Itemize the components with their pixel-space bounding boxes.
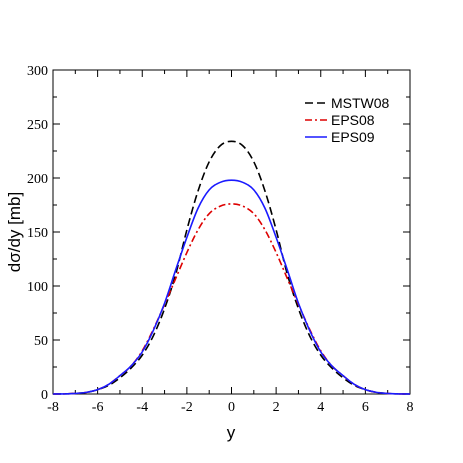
y-tick-label: 50	[34, 334, 48, 349]
legend-label-eps09: EPS09	[331, 129, 375, 145]
series-line-eps09	[52, 179, 411, 395]
y-tick-label: 250	[27, 118, 48, 133]
x-tick-label: 2	[273, 400, 280, 415]
legend-label-mstw08: MSTW08	[331, 95, 390, 111]
y-tick-label: 0	[41, 388, 48, 403]
series-lines	[52, 140, 411, 395]
x-tick-label: -6	[92, 400, 104, 415]
x-tick-label: 0	[228, 400, 235, 415]
series-line-eps08	[52, 203, 411, 395]
y-tick-label: 200	[27, 172, 48, 187]
series-line-mstw08	[52, 140, 411, 395]
y-tick-label: 300	[27, 64, 48, 79]
legend-label-eps08: EPS08	[331, 112, 375, 128]
x-tick-label: 4	[317, 400, 324, 415]
x-tick-label: -4	[136, 400, 148, 415]
y-axis-label: dσ/dy [mb]	[5, 192, 24, 272]
axis-ticks: -8 -6 -4 -2 0 2 4 6 8 0 50 100 150 200 250 300	[27, 64, 414, 415]
x-tick-label: 6	[362, 400, 369, 415]
y-tick-label: 150	[27, 226, 48, 241]
x-tick-label: 8	[407, 400, 414, 415]
x-axis-label: y	[227, 423, 236, 442]
x-tick-label: -8	[47, 400, 59, 415]
x-tick-label: -2	[181, 400, 193, 415]
y-tick-label: 100	[27, 280, 48, 295]
